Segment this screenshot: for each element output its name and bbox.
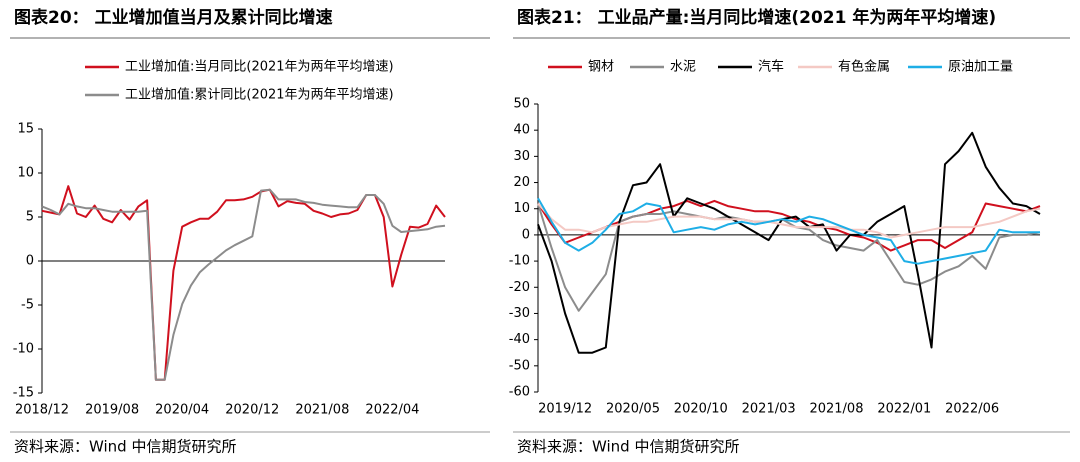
y-tick-label: 5: [26, 210, 34, 225]
x-tick-label: 2021/03: [742, 402, 796, 417]
chart-title: 图表20： 工业增加值当月及累计同比增速: [14, 7, 333, 28]
legend-label: 有色金属: [838, 59, 890, 75]
series-line: [537, 131, 1041, 354]
y-tick-label: 10: [513, 201, 530, 216]
x-tick-label: 2022/06: [945, 402, 999, 417]
x-tick-label: 2020/05: [606, 402, 660, 417]
x-tick-label: 2020/10: [674, 402, 728, 417]
y-tick-label: -30: [509, 306, 530, 321]
source-note: 资料来源：Wind 中信期货研究所: [517, 438, 739, 456]
legend-label: 水泥: [670, 60, 696, 75]
y-tick-label: -10: [509, 254, 530, 269]
x-tick-label: 2020/12: [225, 403, 279, 418]
legend-label: 工业增加值:累计同比(2021年为两年平均增速): [125, 87, 394, 103]
series-line: [41, 188, 446, 381]
y-tick-label: -50: [509, 358, 530, 373]
y-tick-label: 50: [513, 97, 530, 112]
y-tick-label: -15: [13, 386, 34, 401]
x-tick-label: 2021/08: [809, 402, 863, 417]
legend-label: 工业增加值:当月同比(2021年为两年平均增速): [125, 59, 394, 75]
x-tick-label: 2022/04: [365, 403, 419, 418]
legend-label: 汽车: [758, 59, 784, 75]
source-note: 资料来源：Wind 中信期货研究所: [14, 438, 236, 456]
y-tick-label: 40: [513, 123, 530, 138]
y-tick-label: -20: [509, 280, 530, 295]
x-tick-label: 2021/08: [295, 403, 349, 418]
y-tick-label: 15: [17, 122, 34, 137]
y-tick-label: -60: [509, 385, 530, 400]
series-line: [537, 203, 1041, 312]
legend-label: 钢材: [588, 60, 614, 75]
series-line: [41, 185, 446, 381]
x-tick-label: 2019/12: [538, 402, 592, 417]
chart-title: 图表21： 工业品产量:当月同比增速(2021 年为两年平均增速): [517, 7, 996, 28]
y-tick-label: 0: [522, 227, 530, 242]
x-tick-label: 2020/04: [155, 403, 209, 418]
y-tick-label: 20: [513, 175, 530, 190]
x-tick-label: 2019/08: [85, 403, 139, 418]
y-tick-label: 10: [17, 166, 34, 181]
y-tick-label: -40: [509, 332, 530, 347]
legend-label: 原油加工量: [948, 60, 1013, 75]
x-tick-label: 2022/01: [877, 402, 931, 417]
y-tick-label: 30: [513, 149, 530, 164]
x-tick-label: 2018/12: [15, 403, 69, 418]
y-tick-label: -5: [21, 298, 34, 313]
y-tick-label: 0: [26, 254, 34, 269]
series-line: [537, 197, 1040, 265]
y-tick-label: -10: [13, 342, 34, 357]
series-line: [537, 202, 1041, 239]
